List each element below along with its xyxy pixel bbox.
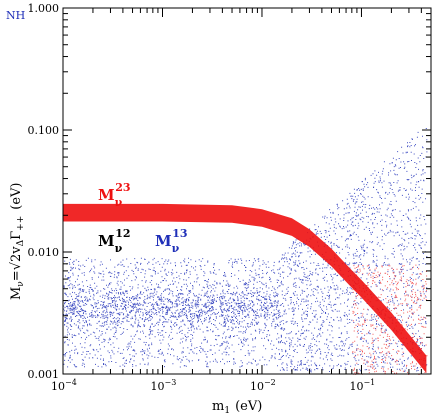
x-axis-label: m1 (eV) (212, 399, 262, 416)
y-tick-label: 0.100 (28, 124, 60, 137)
label-m12: Mν12 (98, 227, 131, 255)
x-tick-label: 10−1 (349, 378, 375, 393)
series-m23-points (352, 264, 428, 375)
x-tick-label: 10−3 (150, 378, 176, 393)
axis-ticks: 10−4 10−3 10−2 10−1 0.001 0.010 0.100 1.000 (28, 2, 432, 393)
series-m23-band (63, 203, 427, 374)
x-tick-label: 10−2 (250, 378, 276, 393)
label-m23: Mν23 (98, 181, 131, 209)
y-axis-label: Mν=√2vΔΓ++(eV) (9, 183, 26, 300)
nh-tag: NH (6, 9, 25, 22)
y-tick-label: 0.010 (28, 246, 60, 259)
x-tick-label: 10−4 (51, 378, 77, 393)
red-band (63, 203, 428, 375)
y-tick-label: 0.001 (28, 368, 60, 381)
y-tick-label: 1.000 (28, 2, 60, 15)
label-m13: Mν13 (155, 227, 188, 255)
